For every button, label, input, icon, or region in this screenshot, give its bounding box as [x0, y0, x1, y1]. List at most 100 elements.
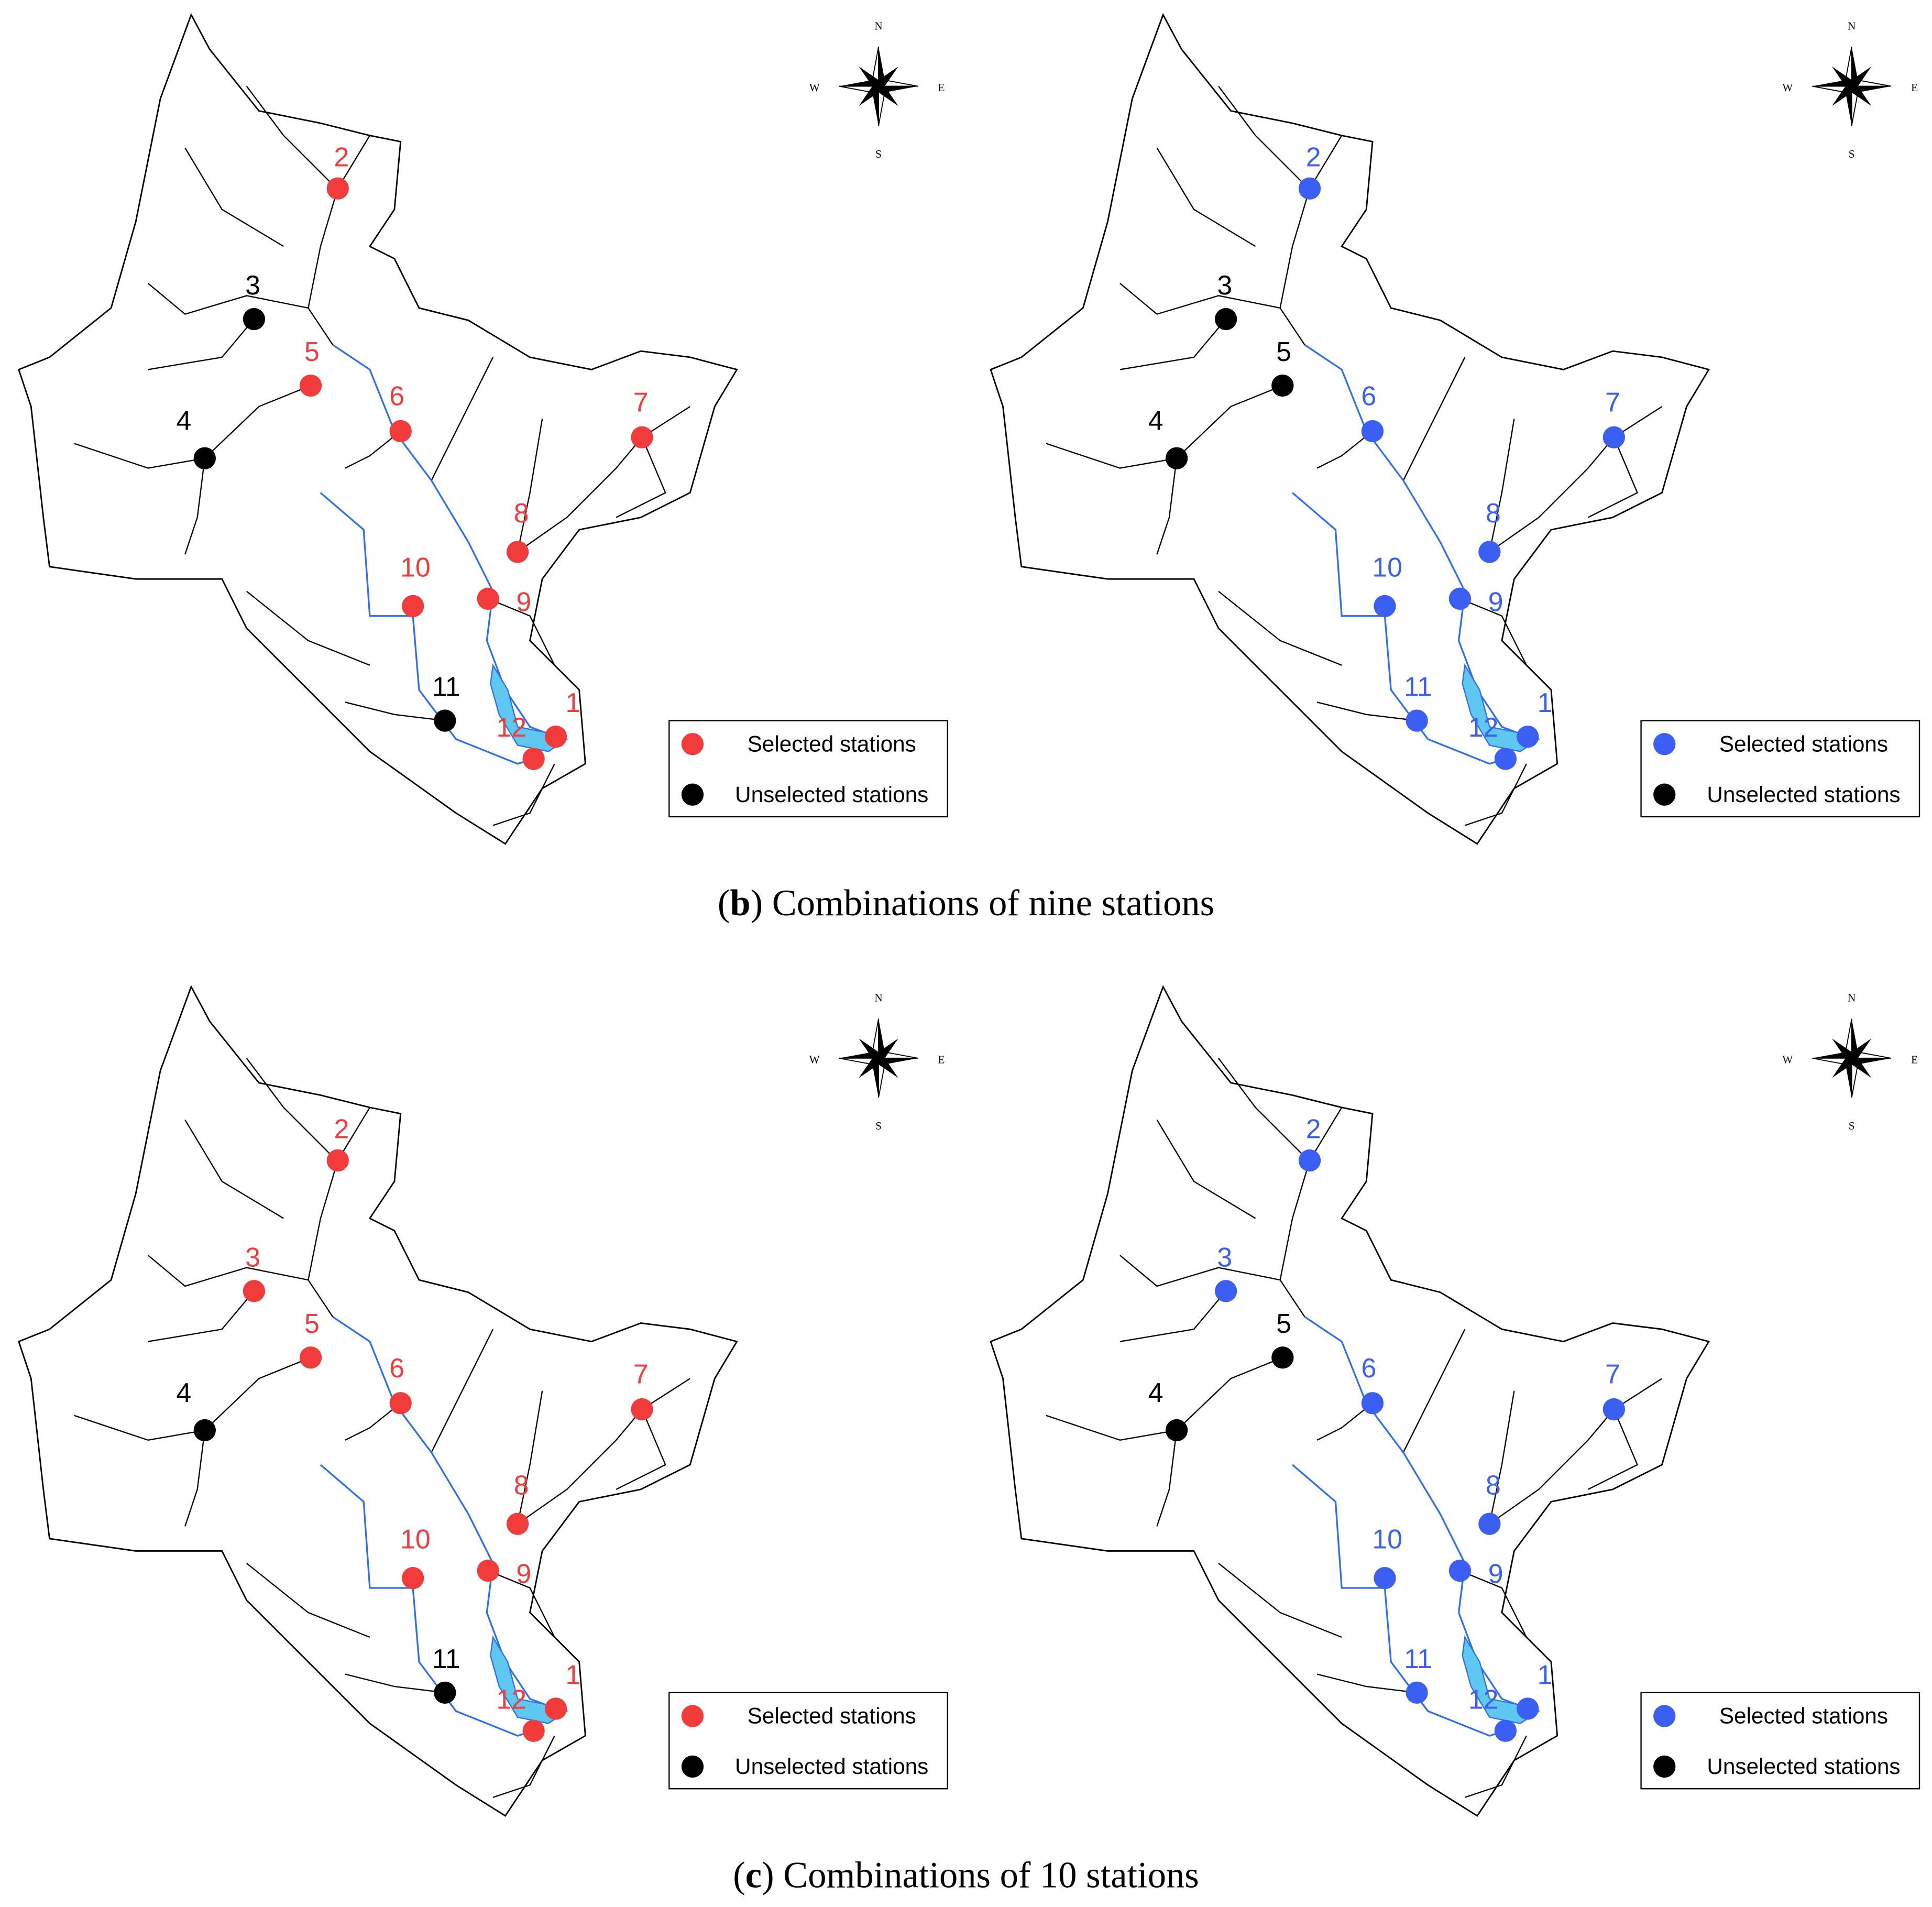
station-label: 7	[633, 387, 649, 417]
station-dot	[1165, 1419, 1188, 1442]
compass-e: E	[1911, 1053, 1918, 1066]
compass-w: W	[1782, 81, 1793, 94]
station-label: 3	[1217, 1242, 1232, 1272]
station-dot	[434, 1681, 456, 1704]
station-label: 3	[1217, 270, 1232, 300]
station-label: 6	[389, 381, 404, 411]
station-dot	[1298, 177, 1321, 200]
legend-box	[1640, 1692, 1920, 1790]
station-label: 10	[1372, 552, 1402, 582]
station-dot	[1478, 541, 1501, 563]
station-dot	[1374, 1567, 1396, 1590]
station-dot	[1214, 1280, 1237, 1302]
station-label: 4	[1148, 405, 1163, 436]
station-dot	[1374, 595, 1396, 618]
station-dot	[477, 587, 499, 610]
station-dot	[1361, 420, 1384, 443]
station-label: 5	[304, 1308, 320, 1339]
caption-label: c	[745, 1855, 762, 1895]
compass-s: S	[875, 1120, 882, 1132]
station-dot	[1271, 374, 1294, 397]
legend-marker	[681, 783, 704, 806]
compass-n: N	[874, 992, 882, 1004]
caption: (b) Combinations of nine stations	[718, 883, 1214, 924]
legend-marker	[681, 733, 704, 755]
station-dot	[544, 1697, 567, 1720]
station-label: 9	[516, 586, 531, 617]
station-dot	[389, 1392, 412, 1415]
station-label: 10	[400, 1524, 431, 1554]
station-label: 6	[1362, 381, 1377, 411]
station-label: 11	[432, 1643, 460, 1674]
station-dot	[1602, 1398, 1626, 1421]
basin-map	[18, 14, 738, 845]
legend-marker	[681, 1705, 704, 1727]
station-label: 2	[1306, 1114, 1321, 1144]
station-label: 3	[245, 1242, 260, 1272]
compass-n: N	[874, 19, 882, 32]
station-dot	[1517, 1697, 1539, 1720]
caption-open: (	[733, 1855, 745, 1895]
basin-map	[990, 985, 1710, 1817]
legend-marker	[1653, 1705, 1676, 1727]
legend-label: Selected stations	[1719, 731, 1888, 756]
caption-open: (	[718, 883, 730, 924]
legend-marker	[681, 1755, 704, 1778]
compass-e: E	[938, 81, 945, 94]
station-label: 6	[389, 1353, 404, 1383]
station-label: 11	[432, 672, 460, 702]
station-label: 5	[1276, 1308, 1291, 1339]
station-dot	[1298, 1149, 1321, 1172]
station-label: 1	[1538, 687, 1553, 718]
compass-rose	[1812, 1018, 1892, 1099]
station-label: 8	[1486, 1470, 1501, 1500]
legend-label: Selected stations	[748, 731, 916, 756]
station-dot	[1494, 1719, 1517, 1742]
station-label: 2	[334, 141, 349, 172]
station-label: 2	[1306, 141, 1321, 172]
station-label: 4	[176, 405, 191, 436]
compass-e: E	[938, 1053, 945, 1066]
station-dot	[299, 1346, 322, 1369]
station-label: 2	[334, 1114, 349, 1144]
compass-n: N	[1848, 992, 1856, 1004]
station-dot	[1271, 1346, 1294, 1369]
compass-rose	[838, 46, 919, 127]
legend-label: Selected stations	[1719, 1704, 1888, 1728]
station-dot	[631, 1398, 653, 1421]
compass-e: E	[1911, 81, 1918, 94]
legend-label: Selected stations	[748, 1704, 916, 1728]
compass-s: S	[1849, 148, 1855, 160]
compass-w: W	[809, 81, 820, 94]
station-label: 12	[497, 1684, 527, 1714]
caption-label: b	[730, 883, 750, 924]
station-dot	[1406, 1681, 1428, 1704]
station-label: 12	[1468, 1684, 1499, 1714]
compass-s: S	[1849, 1120, 1855, 1132]
station-label: 9	[1488, 1559, 1503, 1589]
basin-map	[18, 985, 738, 1817]
station-label: 1	[566, 1659, 581, 1690]
station-dot	[1214, 308, 1237, 331]
legend-label: Unselected stations	[735, 782, 928, 807]
station-dot	[522, 1719, 545, 1742]
station-dot	[402, 1567, 424, 1590]
station-label: 9	[516, 1559, 531, 1589]
legend-label: Unselected stations	[1707, 782, 1900, 807]
station-dot	[299, 374, 322, 397]
station-label: 12	[497, 712, 527, 742]
station-dot	[544, 725, 567, 748]
station-dot	[1517, 725, 1539, 748]
caption: (c) Combinations of 10 stations	[733, 1855, 1199, 1895]
legend-box	[1640, 720, 1920, 818]
station-label: 10	[400, 552, 431, 582]
station-dot	[434, 709, 456, 732]
station-dot	[326, 177, 349, 200]
compass-n: N	[1848, 19, 1856, 32]
station-label: 7	[633, 1359, 649, 1389]
station-dot	[1361, 1392, 1384, 1415]
station-dot	[506, 1513, 529, 1535]
